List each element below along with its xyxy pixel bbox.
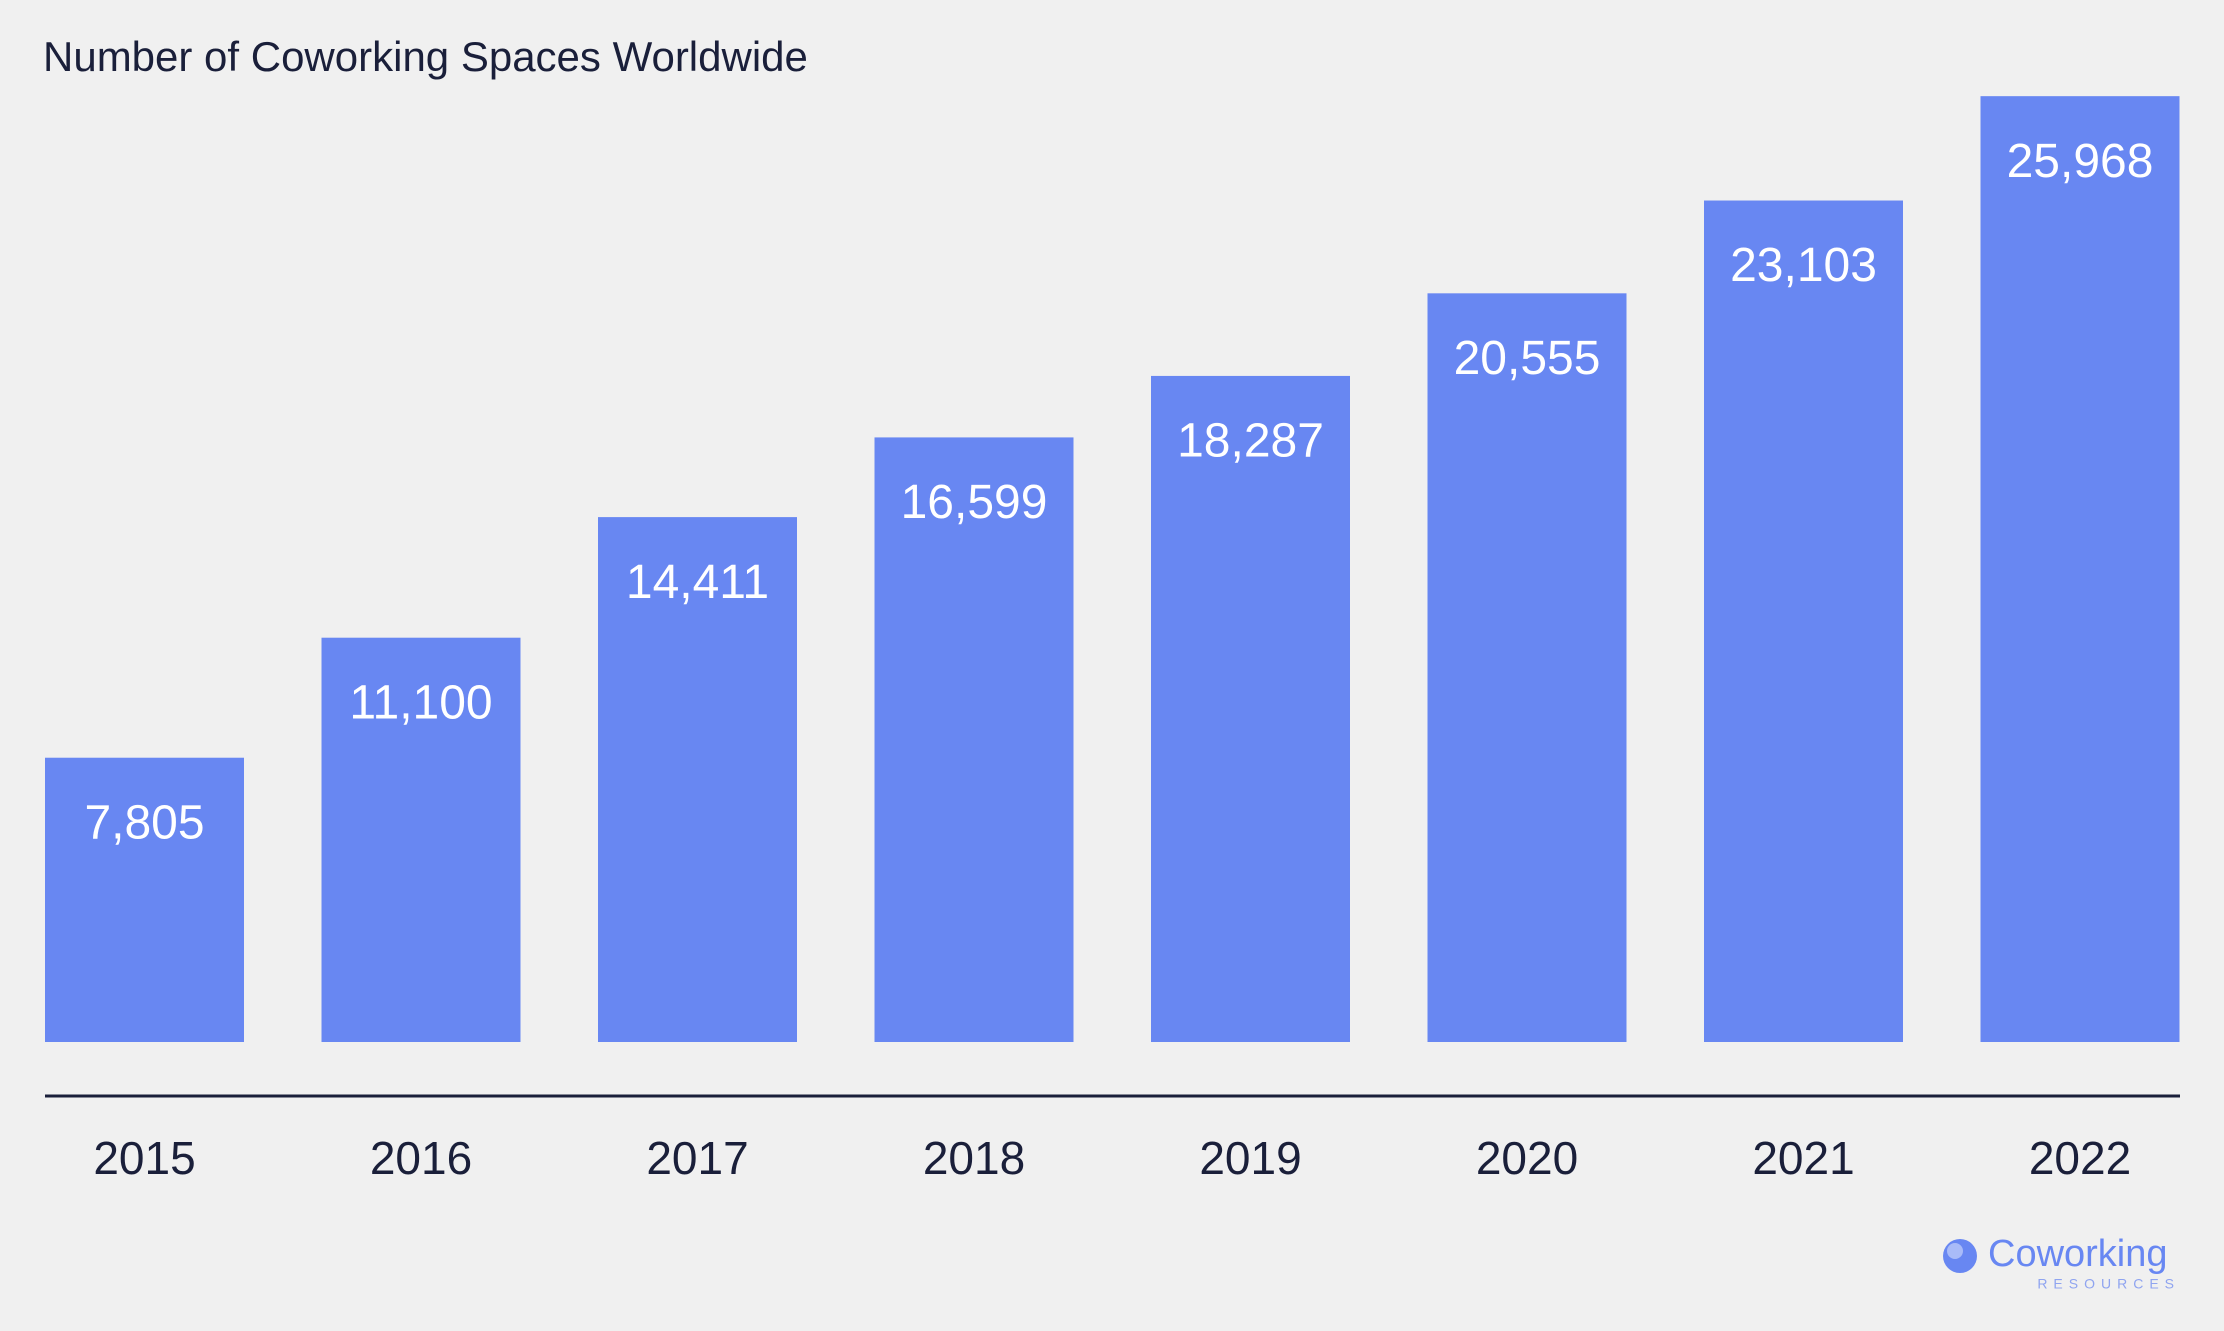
logo-icon-highlight: [1947, 1243, 1963, 1259]
value-label: 25,968: [2007, 135, 2154, 188]
x-tick-label: 2019: [1199, 1132, 1301, 1184]
value-label: 11,100: [349, 676, 492, 729]
bar: [1980, 96, 2180, 1043]
x-tick-label: 2015: [93, 1132, 195, 1184]
value-label: 14,411: [626, 556, 769, 609]
value-label: 7,805: [84, 796, 204, 849]
logo: Coworking RESOURCES: [1943, 1233, 2180, 1292]
x-tick-label: 2016: [370, 1132, 472, 1184]
bar: [1427, 293, 1627, 1043]
bar: [598, 517, 797, 1042]
value-label: 16,599: [901, 476, 1048, 529]
logo-name: Coworking: [1988, 1233, 2168, 1275]
value-label: 23,103: [1730, 239, 1877, 292]
x-tick-label: 2020: [1476, 1132, 1578, 1184]
bar: [1151, 375, 1350, 1043]
x-tick-label: 2022: [2029, 1132, 2131, 1184]
x-tick-label: 2021: [1752, 1132, 1854, 1184]
bar: [321, 637, 521, 1042]
bar: [45, 757, 244, 1042]
bar: [874, 437, 1074, 1043]
value-label: 18,287: [1177, 415, 1324, 468]
bar: [1704, 200, 1903, 1043]
chart-title: Number of Coworking Spaces Worldwide: [43, 33, 808, 80]
logo-tagline: RESOURCES: [2037, 1276, 2180, 1292]
x-tick-label: 2018: [923, 1132, 1025, 1184]
x-tick-label: 2017: [646, 1132, 748, 1184]
value-label: 20,555: [1454, 332, 1601, 385]
